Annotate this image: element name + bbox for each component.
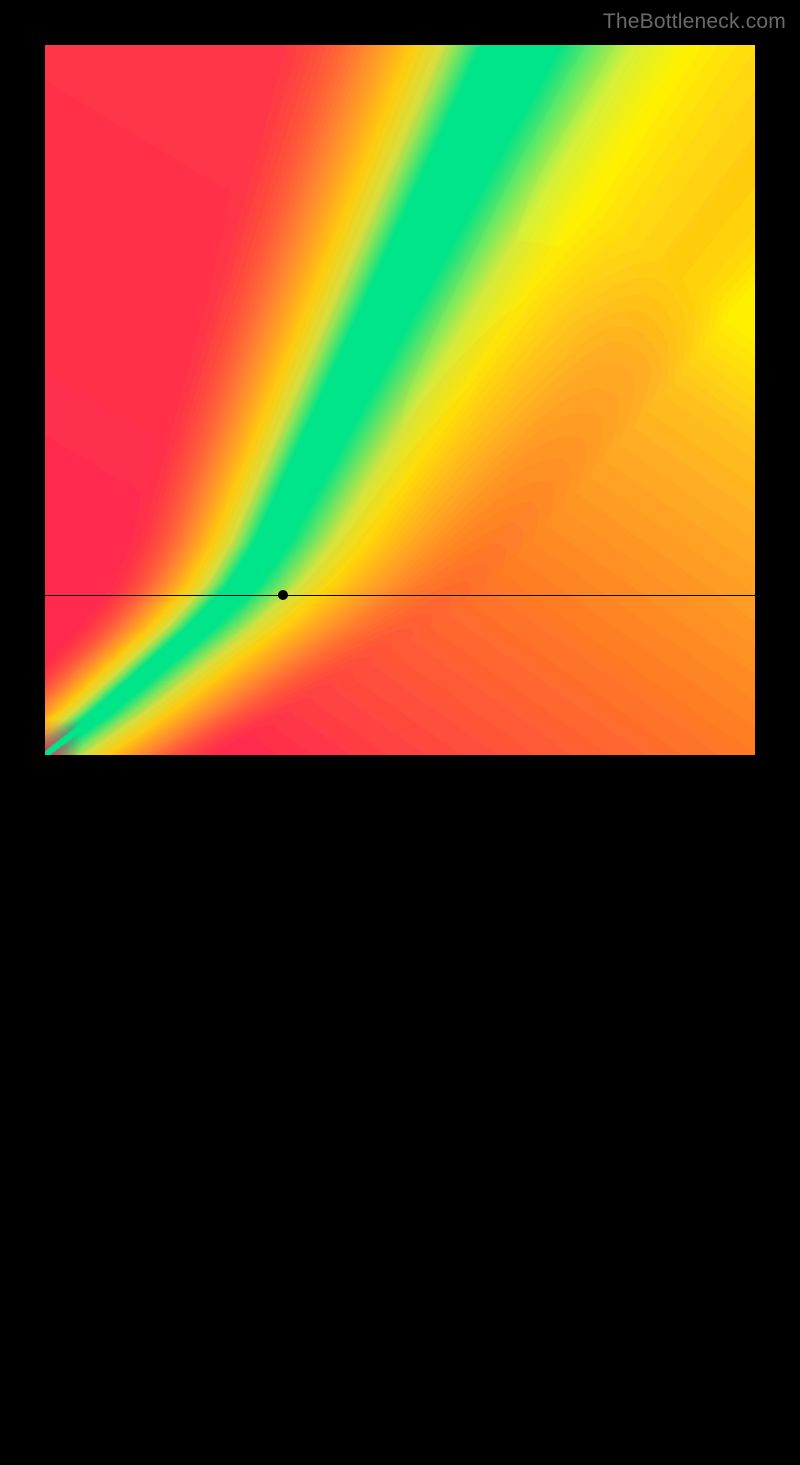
bottleneck-heatmap — [45, 45, 755, 755]
crosshair-horizontal — [45, 595, 755, 596]
crosshair-marker — [278, 590, 288, 600]
heatmap-canvas — [45, 45, 755, 755]
watermark-text: TheBottleneck.com — [603, 10, 786, 34]
crosshair-vertical — [283, 755, 284, 1465]
